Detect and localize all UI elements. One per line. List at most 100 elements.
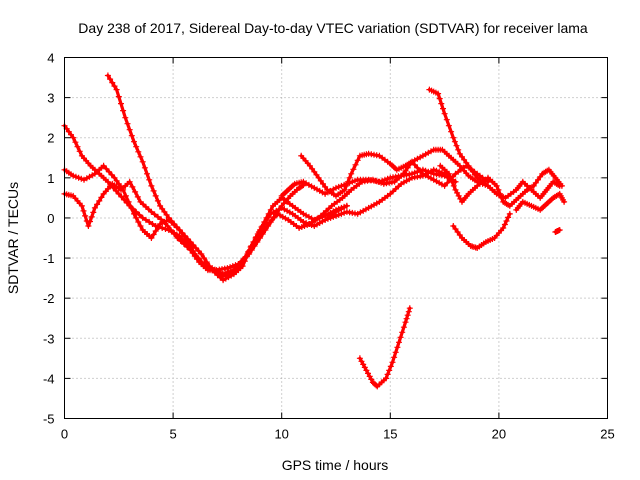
data-point bbox=[184, 236, 191, 242]
data-point bbox=[438, 100, 445, 107]
data-point bbox=[148, 182, 155, 189]
data-point bbox=[352, 161, 359, 168]
data-point bbox=[222, 270, 229, 277]
data-point bbox=[298, 224, 305, 230]
data-point bbox=[129, 183, 136, 190]
data-point bbox=[182, 233, 188, 239]
data-point bbox=[346, 179, 353, 186]
data-point bbox=[392, 349, 399, 356]
data-point bbox=[387, 363, 394, 370]
x-tick-label: 10 bbox=[274, 427, 288, 442]
data-point bbox=[82, 212, 89, 219]
data-point bbox=[150, 231, 157, 238]
data-point bbox=[338, 210, 345, 217]
data-point bbox=[268, 216, 275, 223]
data-point bbox=[179, 230, 186, 236]
data-point bbox=[498, 194, 505, 201]
data-point bbox=[128, 204, 135, 211]
data-point bbox=[107, 76, 114, 83]
data-point bbox=[177, 238, 184, 244]
data-point bbox=[136, 211, 143, 218]
data-point bbox=[85, 223, 92, 229]
data-series-layer bbox=[61, 72, 568, 390]
data-point bbox=[131, 210, 137, 217]
data-point bbox=[262, 219, 269, 225]
data-point bbox=[133, 143, 140, 150]
data-point bbox=[174, 235, 181, 241]
data-point bbox=[78, 202, 85, 209]
data-point bbox=[224, 265, 231, 272]
y-axis-label: SDTVAR / TECUs bbox=[5, 182, 21, 294]
data-point bbox=[296, 225, 303, 231]
data-point bbox=[561, 198, 568, 205]
data-point bbox=[322, 216, 329, 223]
data-point bbox=[333, 184, 339, 191]
data-point bbox=[317, 177, 324, 184]
data-point bbox=[151, 211, 158, 218]
y-tick-label: -3 bbox=[43, 331, 55, 346]
data-point bbox=[333, 212, 339, 219]
data-point bbox=[389, 359, 396, 366]
data-point bbox=[158, 216, 165, 223]
data-point bbox=[91, 204, 98, 211]
data-point bbox=[148, 235, 155, 241]
data-point bbox=[396, 339, 402, 346]
data-point bbox=[227, 264, 234, 271]
data-series-track-i bbox=[437, 162, 565, 209]
data-point bbox=[142, 216, 149, 223]
data-point bbox=[338, 182, 345, 189]
data-point bbox=[104, 178, 111, 185]
data-point bbox=[450, 134, 457, 141]
data-point bbox=[146, 176, 153, 183]
data-point bbox=[70, 134, 77, 141]
data-point bbox=[80, 207, 87, 214]
data-point bbox=[137, 153, 144, 160]
data-point bbox=[126, 126, 133, 133]
data-point bbox=[115, 93, 122, 100]
data-point bbox=[444, 179, 451, 186]
data-point bbox=[343, 202, 350, 209]
data-point bbox=[330, 213, 337, 220]
data-point bbox=[135, 148, 142, 155]
data-point bbox=[441, 182, 448, 189]
data-point bbox=[391, 354, 398, 361]
data-point bbox=[453, 142, 460, 149]
data-point bbox=[239, 263, 246, 270]
x-axis-label: GPS time / hours bbox=[282, 457, 389, 473]
data-point bbox=[164, 223, 171, 229]
data-point bbox=[113, 177, 120, 184]
data-point bbox=[149, 221, 156, 227]
data-point bbox=[96, 197, 103, 204]
data-point bbox=[405, 308, 412, 315]
data-point bbox=[358, 358, 365, 365]
data-point bbox=[206, 263, 213, 270]
data-point bbox=[74, 143, 81, 150]
x-tick-label: 15 bbox=[383, 427, 397, 442]
data-point bbox=[132, 188, 139, 195]
data-point bbox=[122, 114, 129, 121]
data-point bbox=[154, 224, 161, 231]
data-point bbox=[308, 222, 315, 228]
data-point bbox=[384, 175, 391, 182]
data-point bbox=[120, 107, 127, 114]
data-point bbox=[373, 382, 380, 389]
y-tick-label: -2 bbox=[43, 291, 55, 306]
data-point bbox=[493, 182, 500, 189]
data-point bbox=[383, 375, 389, 382]
y-tick-label: 1 bbox=[47, 171, 54, 186]
data-point bbox=[397, 334, 404, 341]
data-point bbox=[75, 174, 82, 181]
x-tick-label: 25 bbox=[600, 427, 614, 442]
data-point bbox=[152, 228, 159, 234]
data-point bbox=[324, 215, 331, 222]
data-point bbox=[441, 110, 448, 117]
data-point bbox=[299, 182, 306, 189]
data-point bbox=[376, 178, 383, 185]
y-tick-label: -1 bbox=[43, 251, 55, 266]
x-tick-label: 0 bbox=[61, 427, 68, 442]
data-point bbox=[384, 371, 391, 378]
data-point bbox=[134, 193, 141, 200]
data-point bbox=[241, 258, 248, 265]
plot-frame bbox=[64, 57, 608, 419]
